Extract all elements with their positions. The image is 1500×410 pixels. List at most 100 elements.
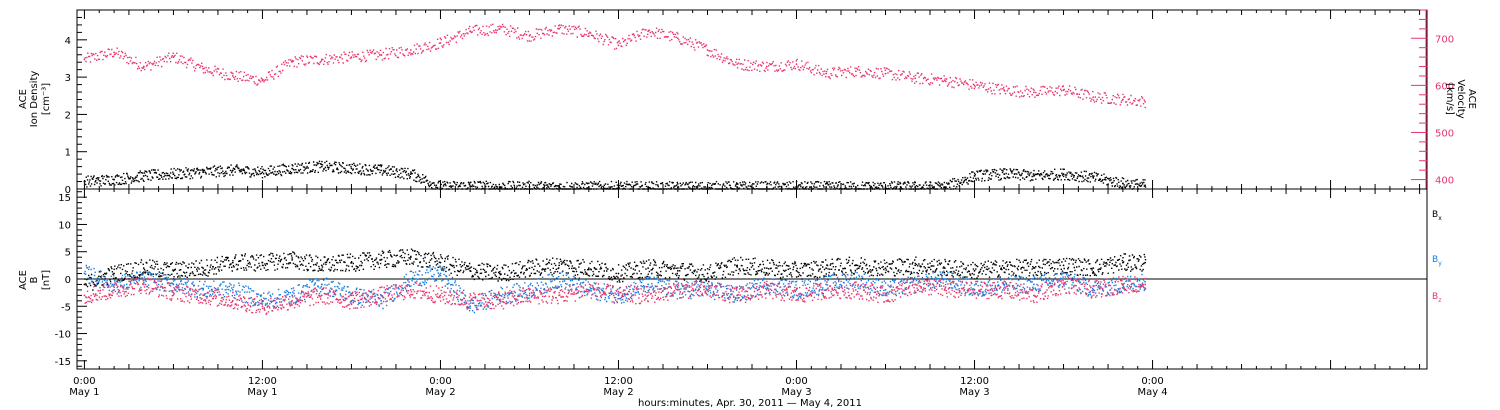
density-series-point xyxy=(1032,175,1035,177)
bz-series-point xyxy=(202,294,204,297)
bx-series-point xyxy=(825,267,828,269)
top-series-points xyxy=(83,23,1147,190)
top-left-tick-label: 3 xyxy=(65,73,71,84)
density-series xyxy=(84,160,1147,190)
x-tick-date-label: May 3 xyxy=(959,387,989,398)
bx-series-point xyxy=(706,272,709,275)
bx-series-point xyxy=(1062,264,1065,267)
top-left-axis: 0 1 2 3 4 xyxy=(65,9,87,196)
by-series-point xyxy=(113,283,115,286)
bx-series-point xyxy=(914,264,917,267)
velocity-series-point xyxy=(498,27,501,30)
bz-series-point xyxy=(1003,289,1006,291)
by-series-point xyxy=(854,278,857,280)
bz-series-point xyxy=(528,294,531,297)
by-series-point xyxy=(498,294,501,297)
density-series-point xyxy=(320,165,323,168)
velocity-series-point xyxy=(409,49,412,51)
density-series-point xyxy=(113,178,115,181)
bz-series-point xyxy=(1032,294,1035,297)
velocity-series-point xyxy=(825,72,828,75)
by-series-point xyxy=(825,283,828,286)
top-right-ylabel-line3: [km/s] xyxy=(1444,83,1455,115)
velocity-series-point xyxy=(558,27,561,30)
density-series-point xyxy=(973,175,976,177)
bz-series xyxy=(84,275,1147,315)
velocity-series-point xyxy=(617,44,620,47)
density-series-point xyxy=(1144,184,1147,187)
legend-subscript-y: y xyxy=(1438,260,1442,267)
legend-entry-x: Bx xyxy=(1432,210,1442,222)
bz-series-point xyxy=(558,294,561,297)
bz-series-point xyxy=(380,294,383,297)
bz-series-point xyxy=(973,289,976,291)
bz-series-point xyxy=(1092,289,1095,291)
bx-series-point xyxy=(83,283,86,286)
bz-series-point xyxy=(439,294,442,297)
bx-series-point xyxy=(854,264,857,267)
bx-series-point xyxy=(617,272,620,275)
bottom-left-tick-label: 10 xyxy=(58,220,71,231)
legend-entry-y: By xyxy=(1432,255,1442,267)
bz-series-point xyxy=(113,289,115,291)
density-series-point xyxy=(380,169,383,172)
bz-series-point xyxy=(1062,283,1065,286)
velocity-series-point xyxy=(736,63,739,66)
bx-series-point xyxy=(261,261,264,264)
bx-series-point xyxy=(409,256,412,259)
bottom-ylabel-line3: [nT] xyxy=(41,270,52,290)
velocity-series-point xyxy=(1032,91,1035,94)
bx-series-point xyxy=(439,261,442,264)
bz-series-point xyxy=(825,289,828,291)
bx-series-point xyxy=(973,269,976,272)
by-series-point xyxy=(647,283,650,286)
bx-series-point xyxy=(528,267,531,269)
bx-series-point xyxy=(943,267,946,269)
top-left-tick-label: 2 xyxy=(65,110,71,121)
by-series-point xyxy=(202,289,204,291)
bottom-left-tick-label: 5 xyxy=(65,248,71,259)
by-series-point xyxy=(439,272,442,275)
density-series-point xyxy=(1003,173,1006,175)
bz-series-point xyxy=(914,283,917,286)
bz-series-point xyxy=(676,289,679,291)
velocity-series-point xyxy=(231,75,234,77)
by-series-point xyxy=(291,294,294,297)
bx-series-point xyxy=(1144,261,1147,264)
density-series-point xyxy=(1121,182,1124,185)
bottom-left-tick-label: -15 xyxy=(55,357,71,368)
legend: Bx By Bz xyxy=(1432,210,1442,304)
bz-series-point xyxy=(498,299,501,302)
bx-series-point xyxy=(113,272,115,275)
density-series-point xyxy=(409,173,412,175)
bz-series-point xyxy=(943,289,946,291)
density-series-point xyxy=(1062,173,1065,175)
velocity-series-point xyxy=(1062,89,1065,91)
bz-series-point xyxy=(706,289,709,291)
velocity-series-point xyxy=(113,51,115,54)
bx-series-point xyxy=(558,264,561,267)
bx-series-point xyxy=(736,264,739,267)
bx-series-point xyxy=(380,259,383,261)
by-series-point xyxy=(558,278,561,280)
density-series-point xyxy=(142,175,145,177)
bz-series-point xyxy=(736,294,739,297)
bx-series-point xyxy=(231,261,234,264)
velocity-series-point xyxy=(172,56,175,59)
bz-series-point xyxy=(320,294,323,297)
top-panel: 0 1 2 3 4 400 500 600 700 ACE Ion Density [cm⁻³… xyxy=(18,9,1477,196)
velocity-series-point xyxy=(291,60,294,63)
bottom-left-axis: -15 -10 -5 0 5 10 15 xyxy=(55,191,87,368)
bz-series-point xyxy=(409,289,412,291)
velocity-series-point xyxy=(261,79,264,82)
top-right-ylabel-line2: Velocity xyxy=(1455,79,1466,118)
velocity-series-point xyxy=(914,77,917,80)
by-series-point xyxy=(1032,283,1035,286)
bz-series-point xyxy=(884,294,887,297)
bx-series-point xyxy=(350,261,353,264)
legend-entry-z: Bz xyxy=(1432,292,1441,304)
bottom-left-tick-label: -10 xyxy=(55,330,71,341)
top-right-tick-label: 600 xyxy=(1435,81,1454,92)
top-panel-frame xyxy=(76,9,1428,190)
by-series-point xyxy=(320,283,323,286)
